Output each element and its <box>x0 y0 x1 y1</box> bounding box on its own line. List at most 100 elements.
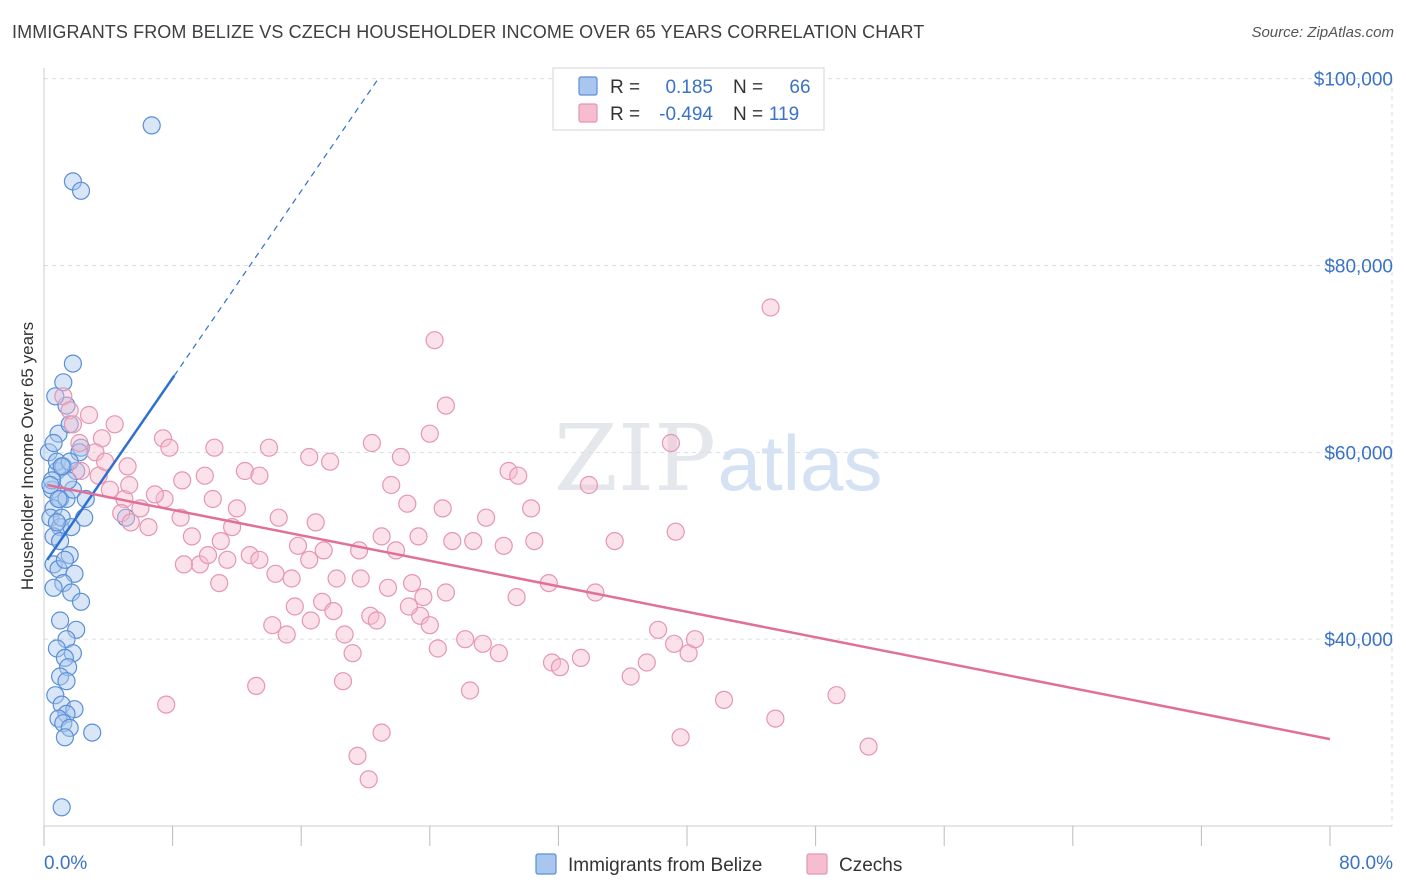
czechs-point-68 <box>300 550 319 569</box>
czechs-point-53 <box>464 531 483 551</box>
czechs-point-109 <box>198 545 218 565</box>
belize-point-35 <box>50 611 70 630</box>
czechs-point-19 <box>173 471 192 490</box>
belize-point-17 <box>54 373 73 392</box>
czechs-point-121 <box>671 728 690 747</box>
czechs-point-28 <box>269 508 288 527</box>
belize-point-22 <box>49 489 68 509</box>
legend-n-value-czechs: 119 <box>769 104 799 125</box>
czechs-point-81 <box>489 644 508 663</box>
belize-point-36 <box>67 620 86 639</box>
czechs-point-24 <box>227 499 246 518</box>
czechs-point-62 <box>210 573 229 593</box>
czechs-point-110 <box>203 489 222 509</box>
czechs-point-64 <box>240 545 259 565</box>
czechs-point-49 <box>499 461 518 481</box>
source-label: Source: ZipAtlas.com <box>1251 24 1394 41</box>
belize-point-59 <box>75 508 94 527</box>
belize-point-57 <box>52 457 71 476</box>
czechs-point-54 <box>494 536 513 555</box>
czechs-point-117 <box>333 672 353 691</box>
czechs-point-82 <box>507 587 526 607</box>
y-tick-label-3: $100,000 <box>1314 70 1393 91</box>
czechs-point-90 <box>664 634 684 653</box>
czechs-point-13 <box>121 513 140 532</box>
czechs-point-43 <box>436 396 455 415</box>
czechs-point-75 <box>403 573 422 593</box>
trend-line-czechs <box>46 483 1331 741</box>
y-tick-label-2: $80,000 <box>1324 257 1393 278</box>
czechs-point-56 <box>579 475 599 495</box>
legend-swatch-belize <box>578 76 598 96</box>
czechs-point-103 <box>301 611 320 630</box>
belize-point-44 <box>46 686 65 705</box>
czechs-point-37 <box>372 527 391 546</box>
czechs-point-25 <box>235 461 254 481</box>
czechs-point-30 <box>300 447 319 467</box>
czechs-point-18 <box>160 438 179 457</box>
trend-line-belize <box>46 375 176 561</box>
czechs-point-101 <box>367 611 386 630</box>
stats-legend: R = 0.185 N = 66 R = -0.494 N = 119 <box>552 67 825 131</box>
czechs-point-78 <box>436 583 455 602</box>
czechs-point-88 <box>637 653 656 672</box>
belize-point-16 <box>63 354 83 373</box>
czechs-point-38 <box>382 475 401 495</box>
czechs-point-122 <box>157 695 176 714</box>
czechs-point-26 <box>250 466 269 485</box>
series-legend: Immigrants from Belize Czechs <box>535 853 902 876</box>
czechs-point-71 <box>335 625 354 644</box>
czechs-point-11 <box>71 461 91 481</box>
x-tick-label-0: 0.0% <box>44 853 87 874</box>
czechs-point-72 <box>351 569 370 588</box>
watermark-zip: ZIP <box>554 405 716 512</box>
legend-r-value-czechs: -0.494 <box>659 104 713 125</box>
bottom-legend-belize: Immigrants from Belize <box>568 855 762 876</box>
series-belize-points <box>39 116 161 817</box>
czechs-point-57 <box>605 531 624 551</box>
chart-title: IMMIGRANTS FROM BELIZE VS CZECH HOUSEHOL… <box>12 22 925 42</box>
czechs-point-7 <box>118 457 137 476</box>
czechs-point-119 <box>348 746 367 766</box>
czechs-point-20 <box>182 527 201 546</box>
legend-r-value-belize: 0.185 <box>665 77 713 98</box>
czechs-point-42 <box>425 331 444 350</box>
belize-point-62 <box>44 578 63 597</box>
legend-swatch-czechs <box>578 103 598 123</box>
czechs-point-58 <box>666 522 685 541</box>
czechs-point-52 <box>525 531 544 551</box>
czechs-point-106 <box>285 597 304 616</box>
czechs-point-23 <box>211 531 230 551</box>
belize-point-33 <box>62 583 81 602</box>
czechs-point-89 <box>648 620 668 639</box>
czechs-point-102 <box>343 644 362 663</box>
czechs-point-67 <box>282 569 301 588</box>
czechs-point-85 <box>571 648 591 668</box>
watermark-atlas: atlas <box>718 419 883 507</box>
czechs-point-31 <box>321 452 340 471</box>
y-tick-labels: $40,000 $60,000 $80,000 $100,000 <box>1314 70 1393 651</box>
gridlines <box>44 78 1393 826</box>
czechs-point-46 <box>433 499 452 518</box>
czechs-point-111 <box>174 555 193 574</box>
czechs-point-47 <box>443 531 462 551</box>
czechs-point-60 <box>761 298 780 317</box>
bottom-swatch-czechs <box>806 853 828 875</box>
czechs-point-74 <box>378 578 398 597</box>
czechs-point-66 <box>266 564 285 583</box>
czechs-point-1 <box>60 401 79 420</box>
czechs-point-51 <box>521 499 541 518</box>
czechs-point-92 <box>685 630 705 649</box>
czechs-point-17 <box>153 429 173 448</box>
czechs-point-6 <box>86 443 105 462</box>
x-tick-label-1: 80.0% <box>1339 853 1393 874</box>
czechs-point-3 <box>63 415 83 434</box>
belize-point-65 <box>71 181 91 200</box>
czechs-point-34 <box>327 569 346 588</box>
czechs-point-32 <box>306 513 325 532</box>
czechs-point-33 <box>314 541 333 560</box>
czechs-point-108 <box>218 550 237 569</box>
y-axis-label: Householder Income Over 65 years <box>18 322 37 590</box>
legend-r-label-czechs: R = <box>610 104 640 125</box>
